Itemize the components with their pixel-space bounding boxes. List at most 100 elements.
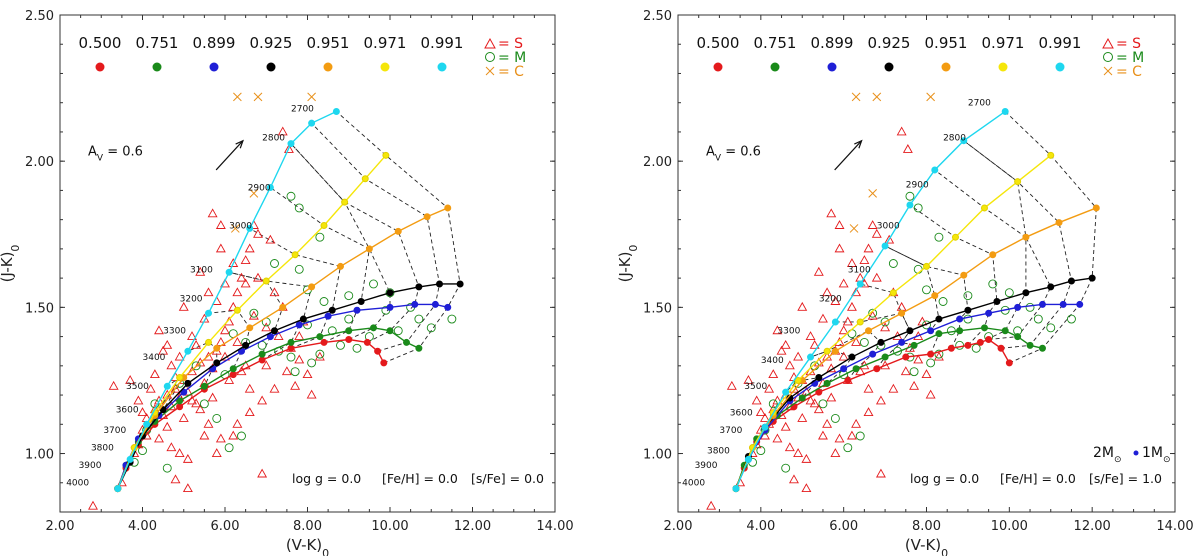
param-feh: [Fe/H] = 0.0 bbox=[1000, 471, 1076, 486]
track-point bbox=[1005, 359, 1013, 367]
m-star-marker bbox=[344, 314, 354, 324]
track-point bbox=[782, 388, 790, 396]
s-star-marker bbox=[187, 366, 197, 376]
track-point bbox=[328, 306, 336, 314]
s-star-marker bbox=[851, 418, 862, 428]
s-star-marker bbox=[162, 339, 173, 349]
c-star-marker bbox=[233, 92, 242, 102]
c-star-stroke bbox=[307, 92, 316, 102]
y-axis-label: (J-K)0 bbox=[616, 245, 640, 283]
s-star-marker bbox=[133, 395, 144, 405]
track-point bbox=[852, 365, 860, 373]
s-star-marker bbox=[265, 234, 276, 244]
m-star-marker bbox=[162, 463, 172, 473]
track-point bbox=[370, 324, 377, 332]
m-star-marker bbox=[922, 320, 931, 330]
track-point bbox=[444, 303, 452, 311]
type-legend-label: = S bbox=[1116, 36, 1141, 52]
track-point bbox=[456, 280, 464, 288]
m-star-marker bbox=[1067, 314, 1076, 324]
extinction-label: AV = 0.6 bbox=[706, 144, 761, 163]
s-star-marker bbox=[805, 331, 816, 341]
teff-label: 3400 bbox=[143, 353, 166, 363]
co-legend-dot bbox=[713, 62, 723, 72]
track-point bbox=[229, 365, 237, 373]
track-point bbox=[877, 338, 885, 346]
track-point bbox=[873, 365, 881, 373]
teff-label: 2800 bbox=[943, 134, 966, 144]
track-point bbox=[931, 166, 939, 174]
s-star-marker bbox=[211, 448, 222, 457]
c-star-stroke bbox=[868, 188, 878, 198]
s-star-marker bbox=[228, 430, 239, 440]
s-star-marker bbox=[191, 398, 202, 408]
m-star-marker bbox=[934, 349, 944, 359]
s-star-marker bbox=[203, 418, 214, 428]
teff-label: 3000 bbox=[229, 221, 252, 231]
teff-label: 3700 bbox=[719, 426, 742, 436]
co-legend-dot bbox=[941, 62, 951, 72]
track-point bbox=[287, 344, 295, 352]
s-star-marker bbox=[830, 296, 841, 305]
track-point bbox=[213, 359, 221, 367]
s-star-marker bbox=[896, 126, 907, 136]
track-point bbox=[1092, 204, 1100, 212]
co-legend-dot bbox=[827, 62, 837, 72]
m-star-marker bbox=[988, 279, 998, 289]
s-star-marker bbox=[921, 369, 932, 379]
param-feh: [Fe/H] = 0.0 bbox=[382, 471, 458, 486]
co-legend-label: 0.500 bbox=[697, 34, 740, 52]
param-sfe: [s/Fe] = 1.0 bbox=[1089, 471, 1162, 486]
m-star-marker bbox=[286, 191, 296, 201]
s-star-marker bbox=[215, 243, 226, 253]
track-point bbox=[1038, 344, 1046, 352]
s-star-marker bbox=[826, 208, 837, 218]
s-star-marker bbox=[207, 392, 218, 402]
x-tick-label: 8.00 bbox=[912, 519, 941, 534]
c-star-stroke bbox=[233, 92, 242, 102]
s-star-marker bbox=[166, 360, 177, 370]
s-star-marker bbox=[834, 220, 845, 229]
s-star-marker bbox=[187, 331, 197, 341]
track-point bbox=[956, 315, 964, 323]
track-point bbox=[1076, 300, 1084, 308]
s-star-marker bbox=[277, 126, 288, 136]
co-legend-dot bbox=[323, 62, 333, 72]
s-star-marker bbox=[859, 255, 870, 265]
co-legend-label: 0.971 bbox=[364, 34, 407, 52]
track-point bbox=[415, 283, 423, 291]
co-legend-label: 0.991 bbox=[421, 34, 464, 52]
teff-label: 3200 bbox=[180, 295, 203, 305]
teff-label: 3800 bbox=[707, 447, 730, 457]
track-point bbox=[295, 321, 303, 329]
s-star-marker bbox=[145, 383, 156, 393]
co-legend-dot bbox=[380, 62, 390, 72]
track-point bbox=[345, 336, 353, 344]
s-star-marker bbox=[793, 351, 804, 361]
mass-legend-dot bbox=[1133, 450, 1139, 456]
track-point bbox=[947, 344, 955, 352]
c-star-marker bbox=[926, 92, 935, 102]
s-star-marker bbox=[892, 331, 903, 341]
m-star-marker bbox=[191, 361, 201, 371]
mass-legend-2: 1M⊙ bbox=[1142, 445, 1171, 465]
track-point bbox=[856, 280, 864, 288]
track-point bbox=[794, 376, 802, 384]
y-tick-label: 1.50 bbox=[25, 301, 54, 316]
track-point bbox=[163, 382, 171, 390]
teff-label: 3100 bbox=[848, 265, 871, 275]
s-star-marker bbox=[846, 258, 857, 267]
extinction-arrow bbox=[215, 140, 244, 171]
m-star-marker bbox=[426, 323, 436, 333]
s-star-marker bbox=[797, 301, 808, 311]
m-star-marker bbox=[843, 443, 853, 453]
co-legend-dot bbox=[998, 62, 1008, 72]
m-star-marker bbox=[963, 291, 973, 301]
c-star-stroke bbox=[872, 92, 882, 102]
track-point bbox=[881, 242, 889, 250]
c-star-marker bbox=[872, 92, 882, 102]
m-star-marker bbox=[922, 285, 931, 295]
m-star-marker bbox=[414, 314, 424, 324]
track-point bbox=[353, 306, 361, 314]
s-star-marker bbox=[871, 272, 882, 282]
